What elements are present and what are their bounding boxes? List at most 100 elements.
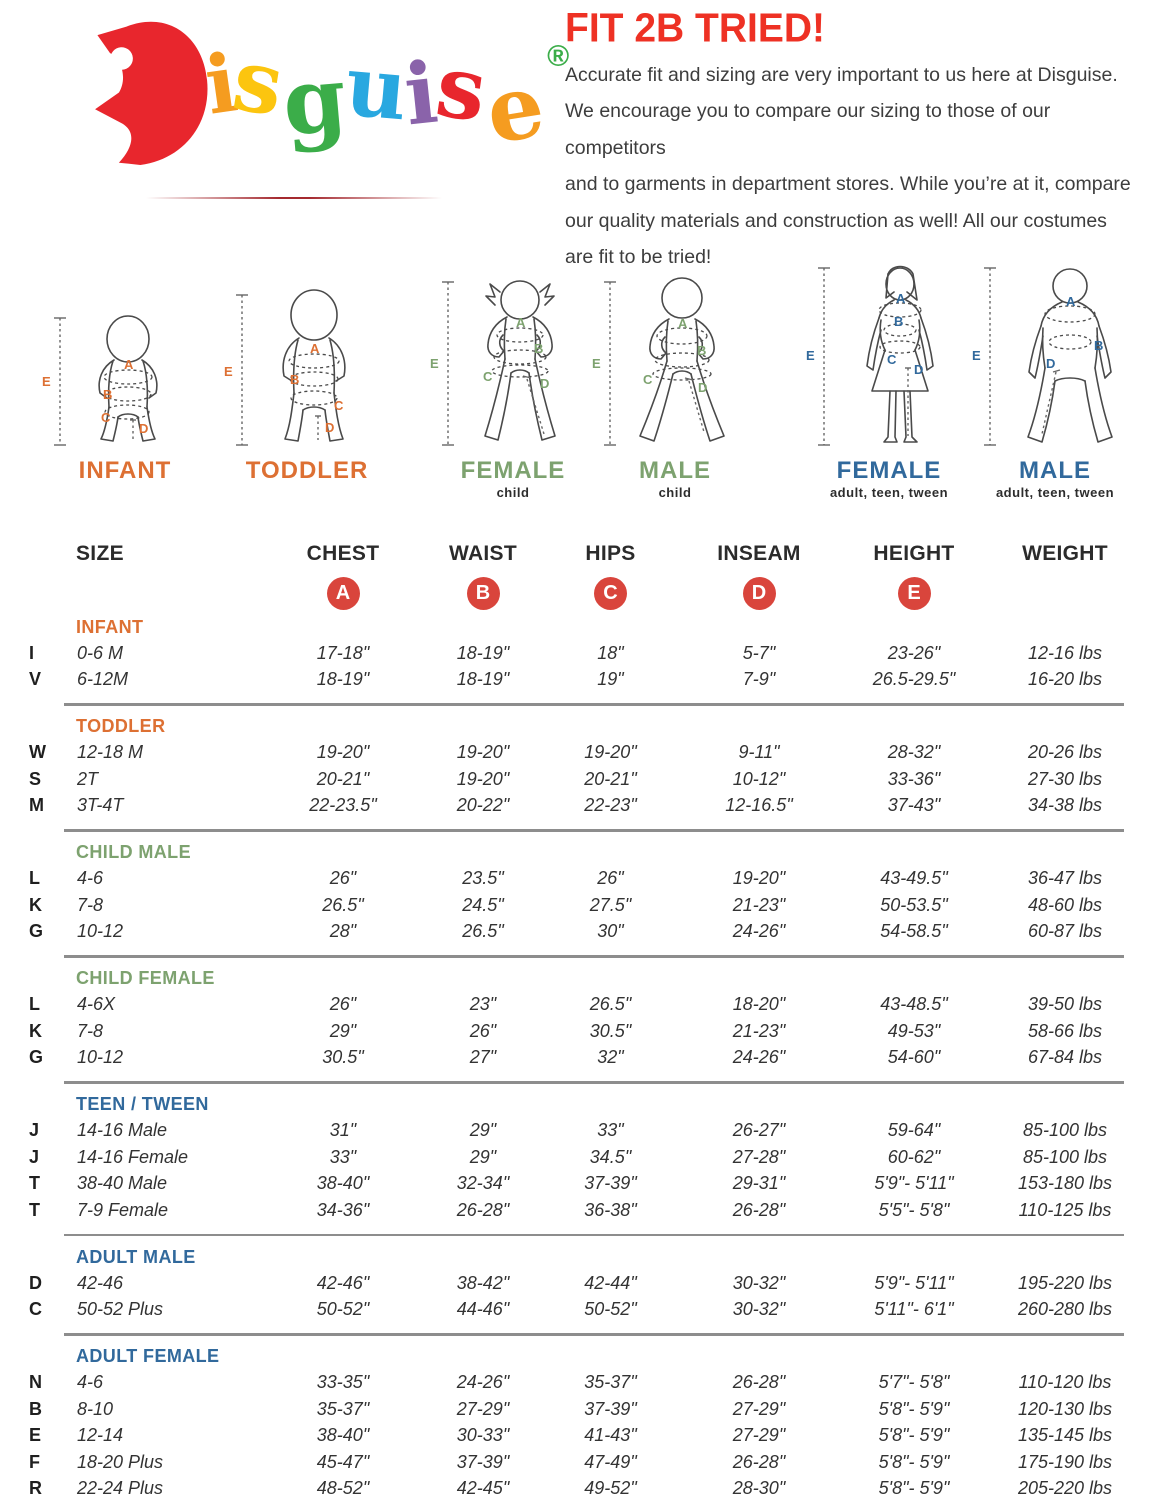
weight-cell: 85-100 lbs xyxy=(1022,1120,1108,1141)
waist-cell: 26.5" xyxy=(462,921,504,942)
weight-cell: 195-220 lbs xyxy=(1017,1272,1113,1293)
body-outline xyxy=(98,315,158,442)
weight-cell: 205-220 lbs xyxy=(1017,1478,1113,1499)
svg-text:E: E xyxy=(430,356,439,371)
intro-line: are fit to be tried! xyxy=(565,246,712,269)
row-letter: T xyxy=(29,1199,40,1220)
weight-cell: 153-180 lbs xyxy=(1017,1173,1113,1194)
inseam-cell: 28-30" xyxy=(732,1478,786,1499)
svg-text:C: C xyxy=(101,410,111,425)
height-cell: 33-36" xyxy=(887,768,941,789)
size-cell: 10-12 xyxy=(77,1047,124,1068)
table-row: F 18-20 Plus 45-47" 37-39" 47-49" 26-28" 5'8"-… xyxy=(26,1449,1141,1476)
size-cell: 42-46 xyxy=(77,1272,124,1293)
inseam-cell: 26-28" xyxy=(732,1451,786,1472)
svg-text:A: A xyxy=(896,291,906,306)
inseam-cell: 26-27" xyxy=(732,1120,786,1141)
logo-letter: s xyxy=(430,35,493,142)
svg-text:A: A xyxy=(1066,294,1076,309)
table-row: R 22-24 Plus 48-52" 42-45" 49-52" 28-30" 5'8"-… xyxy=(26,1476,1141,1500)
weight-cell: 20-26 lbs xyxy=(1027,742,1103,763)
row-letter: C xyxy=(29,1299,42,1320)
weight-cell: 39-50 lbs xyxy=(1027,994,1103,1015)
waist-cell: 23" xyxy=(469,994,497,1015)
chest-cell: 30.5" xyxy=(322,1047,364,1068)
weight-cell: 34-38 lbs xyxy=(1027,795,1103,816)
hips-cell: 49-52" xyxy=(584,1478,637,1499)
row-letter: V xyxy=(29,669,42,690)
measure-badge-e: E xyxy=(897,576,931,610)
height-cell: 26.5-29.5" xyxy=(872,669,956,690)
measure-ellipses xyxy=(878,302,922,354)
hips-cell: 19-20" xyxy=(584,742,637,763)
inseam-cell: 5-7" xyxy=(742,642,776,663)
row-letter: D xyxy=(29,1272,42,1293)
hips-cell: 41-43" xyxy=(584,1425,637,1446)
svg-text:B: B xyxy=(894,314,903,329)
inseam-cell: 24-26" xyxy=(732,1047,786,1068)
waist-cell: 29" xyxy=(469,1146,497,1167)
intro-line: Accurate fit and sizing are very importa… xyxy=(565,64,1118,86)
waist-cell: 24.5" xyxy=(462,894,504,915)
table-row: C 50-52 Plus 50-52" 44-46" 50-52" 30-32" 5'11"… xyxy=(26,1297,1141,1324)
size-cell: 4-6 xyxy=(77,868,104,889)
weight-cell: 175-190 lbs xyxy=(1017,1451,1113,1472)
size-cell: 50-52 Plus xyxy=(77,1299,164,1320)
figure-sublabel: adult, teen, tween xyxy=(995,485,1115,500)
hips-cell: 37-39" xyxy=(584,1398,637,1419)
weight-cell: 60-87 lbs xyxy=(1027,921,1103,942)
chest-cell: 28" xyxy=(329,921,357,942)
weight-cell: 16-20 lbs xyxy=(1027,669,1103,690)
size-cell: 8-10 xyxy=(77,1398,114,1419)
waist-cell: 24-26" xyxy=(456,1372,510,1393)
weight-cell: 36-47 lbs xyxy=(1027,868,1103,889)
logo-letter-d-icon xyxy=(79,14,218,178)
figure-sublabel xyxy=(212,485,402,500)
chest-cell: 22-23.5" xyxy=(309,795,377,816)
size-cell: 22-24 Plus xyxy=(77,1478,164,1499)
page-title: FIT 2B TRIED! xyxy=(565,6,825,51)
male-child-figure-illustration: E A B C D xyxy=(592,277,725,446)
chest-cell: 33-35" xyxy=(316,1372,370,1393)
height-cell: 5'8"- 5'9" xyxy=(878,1425,950,1446)
inseam-measure-line xyxy=(315,415,321,440)
hips-cell: 20-21" xyxy=(584,768,637,789)
height-cell: 60-62" xyxy=(887,1146,941,1167)
col-header-hips: HIPS xyxy=(585,542,636,565)
weight-cell: 27-30 lbs xyxy=(1027,768,1103,789)
size-cell: 14-16 Male xyxy=(77,1120,168,1141)
section-heading: TODDLER xyxy=(76,716,166,736)
svg-text:D: D xyxy=(914,362,923,377)
inseam-cell: 9-11" xyxy=(738,742,780,763)
height-cell: 5'8"- 5'9" xyxy=(878,1398,950,1419)
waist-cell: 19-20" xyxy=(456,742,510,763)
svg-text:B: B xyxy=(103,387,112,402)
inseam-measure-line xyxy=(905,367,911,436)
table-row: L 4-6 26" 23.5" 26" 19-20" 43-49.5" 36-47 lbs xyxy=(26,866,1141,893)
row-letter: M xyxy=(29,795,44,816)
chest-cell: 50-52" xyxy=(316,1299,370,1320)
row-letter: K xyxy=(29,894,42,915)
svg-text:B: B xyxy=(534,341,543,356)
inseam-cell: 29-31" xyxy=(732,1173,786,1194)
intro-line: We encourage you to compare our sizing t… xyxy=(565,100,1051,159)
row-letter: G xyxy=(29,921,44,942)
svg-text:D: D xyxy=(325,420,334,435)
figure-female-child: E A B C xyxy=(418,240,608,500)
chest-cell: 42-46" xyxy=(316,1272,370,1293)
height-cell: 28-32" xyxy=(887,742,941,763)
row-letter: R xyxy=(29,1478,42,1499)
height-cell: 23-26" xyxy=(887,642,941,663)
logo-d-eye xyxy=(110,47,133,70)
col-header-inseam: INSEAM xyxy=(717,542,801,565)
hips-cell: 19" xyxy=(597,669,624,690)
table-row: K 7-8 26.5" 24.5" 27.5" 21-23" 50-53.5" 48-60 l… xyxy=(26,892,1141,919)
figure-sublabel xyxy=(30,485,220,500)
row-letter: L xyxy=(29,868,40,889)
male-adult-figure-illustration: E A B D xyxy=(972,267,1113,446)
weight-cell: 67-84 lbs xyxy=(1027,1047,1103,1068)
inseam-cell: 26-28" xyxy=(732,1372,786,1393)
height-measure-line xyxy=(604,281,616,446)
waist-cell: 37-39" xyxy=(456,1451,510,1472)
height-cell: 5'8"- 5'9" xyxy=(878,1478,950,1499)
